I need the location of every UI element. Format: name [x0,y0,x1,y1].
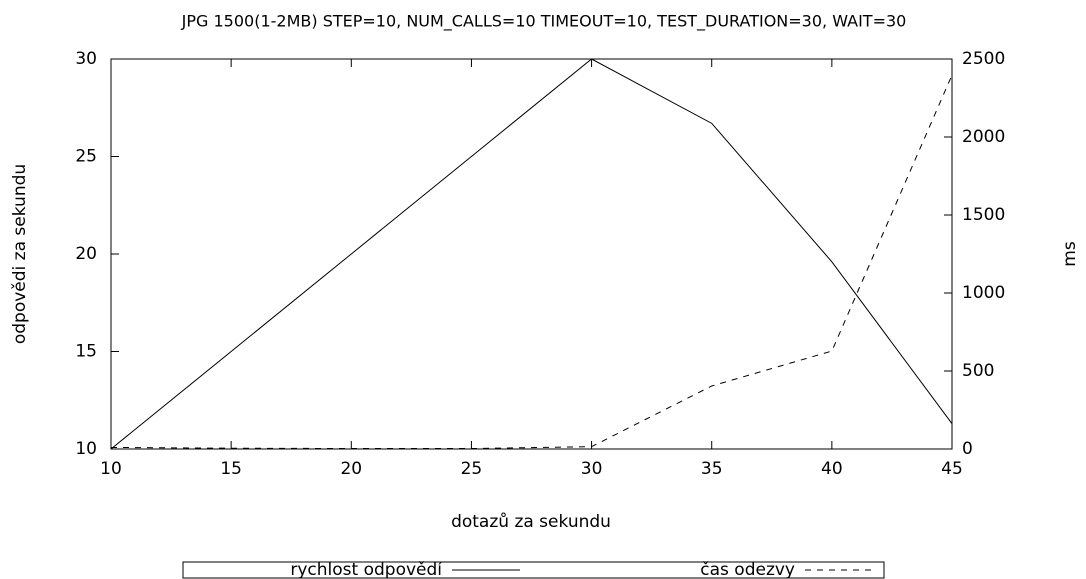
y2-axis-label: ms [1060,241,1080,267]
x-axis-label: dotazů za sekundu [451,512,611,532]
legend-box [182,561,885,579]
x-tick-label: 35 [701,459,723,479]
y-tick-label: 15 [75,342,97,362]
y-tick-label: 20 [75,244,97,264]
y2-tick-label: 2000 [962,127,1005,147]
y-tick-label: 10 [75,439,97,459]
chart-title: JPG 1500(1-2MB) STEP=10, NUM_CALLS=10 TI… [181,12,907,32]
y2-tick-label: 1500 [962,205,1005,225]
y2-tick-label: 1000 [962,283,1005,303]
plot-frame [110,58,953,450]
y-tick-label: 25 [75,147,97,167]
x-tick-label: 25 [461,459,483,479]
y2-tick-label: 500 [962,361,994,381]
x-tick-label: 45 [941,459,963,479]
x-tick-label: 40 [821,459,843,479]
y-tick-label: 30 [75,49,97,69]
legend-label: rychlost odpovědí [290,560,443,579]
x-tick-label: 15 [220,459,242,479]
x-tick-label: 30 [581,459,603,479]
y2-tick-label: 2500 [962,49,1005,69]
x-tick-label: 10 [100,459,122,479]
legend-label: čas odezvy [700,560,795,579]
x-tick-label: 20 [340,459,362,479]
y2-tick-label: 0 [962,439,973,459]
y-axis-label: odpovědi za sekundu [10,164,30,344]
series-line [110,74,953,450]
series-line [110,58,953,450]
